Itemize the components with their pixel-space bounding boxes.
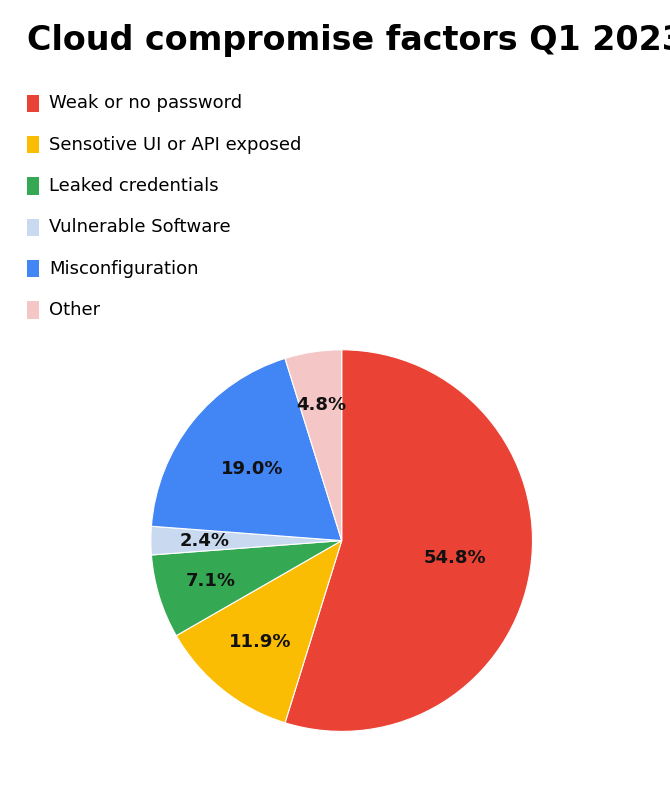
Text: 54.8%: 54.8% bbox=[423, 549, 486, 567]
Wedge shape bbox=[176, 541, 342, 723]
Text: 19.0%: 19.0% bbox=[221, 460, 283, 479]
Text: Other: Other bbox=[50, 301, 100, 319]
Wedge shape bbox=[151, 359, 342, 541]
Wedge shape bbox=[285, 350, 533, 731]
Text: Sensotive UI or API exposed: Sensotive UI or API exposed bbox=[50, 136, 302, 153]
Text: 11.9%: 11.9% bbox=[229, 633, 292, 651]
Wedge shape bbox=[151, 541, 342, 636]
Wedge shape bbox=[285, 350, 342, 541]
Text: 2.4%: 2.4% bbox=[180, 532, 229, 549]
Text: Cloud compromise factors Q1 2023: Cloud compromise factors Q1 2023 bbox=[27, 24, 670, 57]
Wedge shape bbox=[151, 526, 342, 555]
Text: Misconfiguration: Misconfiguration bbox=[50, 260, 199, 277]
Text: Leaked credentials: Leaked credentials bbox=[50, 177, 219, 195]
Text: 4.8%: 4.8% bbox=[296, 396, 346, 413]
Text: Weak or no password: Weak or no password bbox=[50, 95, 243, 112]
Text: 7.1%: 7.1% bbox=[186, 572, 235, 590]
Text: Vulnerable Software: Vulnerable Software bbox=[50, 219, 231, 236]
